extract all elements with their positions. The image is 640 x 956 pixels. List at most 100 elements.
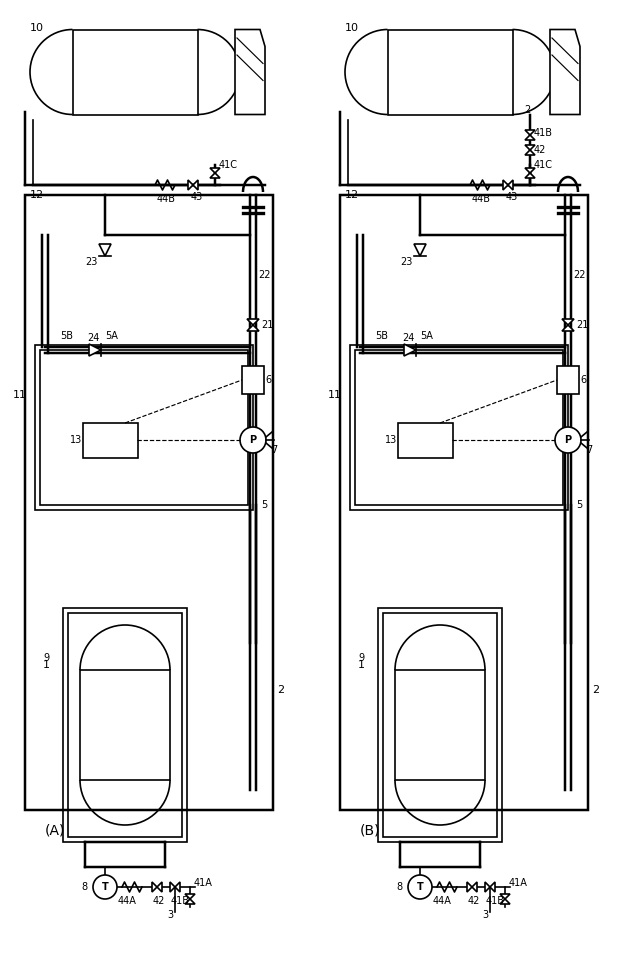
Text: 41B: 41B — [486, 896, 505, 906]
Polygon shape — [152, 882, 157, 892]
Text: 5A: 5A — [420, 331, 433, 341]
Polygon shape — [247, 319, 259, 325]
Text: 5: 5 — [576, 500, 582, 510]
Polygon shape — [404, 344, 416, 356]
Text: 43: 43 — [506, 192, 518, 202]
Polygon shape — [472, 882, 477, 892]
Bar — [387, 30, 513, 115]
Polygon shape — [525, 168, 535, 173]
Circle shape — [240, 427, 266, 453]
Text: 8: 8 — [81, 882, 87, 892]
Text: 41C: 41C — [534, 160, 553, 170]
Text: 41A: 41A — [509, 878, 528, 888]
Text: 13: 13 — [385, 435, 397, 445]
Text: 10: 10 — [30, 23, 44, 33]
Polygon shape — [157, 882, 162, 892]
Bar — [355, 350, 563, 505]
Bar — [80, 670, 170, 780]
Text: 7: 7 — [586, 445, 592, 455]
Text: 42: 42 — [468, 896, 481, 906]
Polygon shape — [525, 173, 535, 178]
Polygon shape — [193, 180, 198, 190]
Bar — [383, 613, 497, 837]
Text: 2: 2 — [592, 685, 599, 695]
Text: 42: 42 — [534, 145, 547, 155]
Text: 21: 21 — [261, 320, 273, 330]
Text: 9: 9 — [358, 653, 364, 663]
Text: 11: 11 — [13, 390, 27, 400]
Bar — [25, 195, 273, 810]
Polygon shape — [414, 244, 426, 256]
Polygon shape — [550, 30, 580, 115]
Text: 7: 7 — [271, 445, 277, 455]
Bar — [557, 366, 579, 394]
Polygon shape — [185, 899, 195, 904]
Bar — [242, 366, 264, 394]
Text: 42: 42 — [153, 896, 165, 906]
Text: P: P — [564, 435, 572, 445]
Polygon shape — [508, 180, 513, 190]
Text: 13: 13 — [70, 435, 83, 445]
Text: 44A: 44A — [118, 896, 137, 906]
Text: 1: 1 — [358, 660, 365, 670]
Polygon shape — [525, 145, 535, 150]
Bar — [397, 423, 452, 458]
Text: T: T — [102, 882, 108, 892]
Text: 24: 24 — [402, 333, 414, 343]
Text: 2: 2 — [524, 105, 531, 115]
Text: 5B: 5B — [60, 331, 73, 341]
Text: 43: 43 — [191, 192, 204, 202]
Polygon shape — [185, 894, 195, 899]
Bar — [395, 670, 485, 780]
Text: 41B: 41B — [534, 128, 553, 138]
Text: 6: 6 — [265, 375, 271, 385]
Bar — [83, 423, 138, 458]
Polygon shape — [525, 135, 535, 140]
Polygon shape — [210, 168, 220, 173]
Polygon shape — [562, 319, 574, 325]
Text: 23: 23 — [400, 257, 412, 267]
Polygon shape — [99, 244, 111, 256]
Polygon shape — [562, 325, 574, 331]
Text: 41C: 41C — [219, 160, 238, 170]
Polygon shape — [175, 882, 180, 892]
Text: 8: 8 — [396, 882, 402, 892]
Polygon shape — [503, 180, 508, 190]
Bar — [340, 195, 588, 810]
Text: 3: 3 — [167, 910, 173, 920]
Circle shape — [408, 875, 432, 899]
Bar — [40, 350, 248, 505]
Text: 44A: 44A — [433, 896, 452, 906]
Bar — [35, 345, 253, 510]
Polygon shape — [490, 882, 495, 892]
Text: (B): (B) — [360, 823, 381, 837]
Text: 12: 12 — [345, 190, 359, 200]
Bar — [63, 608, 187, 842]
Circle shape — [93, 875, 117, 899]
Text: 23: 23 — [85, 257, 97, 267]
Bar — [68, 613, 182, 837]
Polygon shape — [485, 882, 490, 892]
Polygon shape — [525, 130, 535, 135]
Circle shape — [555, 427, 581, 453]
Text: 1: 1 — [43, 660, 50, 670]
Text: 44B: 44B — [472, 194, 491, 204]
Text: 3: 3 — [482, 910, 488, 920]
Text: 41B: 41B — [171, 896, 190, 906]
Polygon shape — [525, 150, 535, 155]
Text: 12: 12 — [30, 190, 44, 200]
Bar — [72, 30, 198, 115]
Polygon shape — [170, 882, 175, 892]
Text: 2: 2 — [277, 685, 284, 695]
Bar — [378, 608, 502, 842]
Text: 44B: 44B — [157, 194, 176, 204]
Text: 6: 6 — [580, 375, 586, 385]
Polygon shape — [467, 882, 472, 892]
Polygon shape — [210, 173, 220, 178]
Text: 22: 22 — [258, 270, 271, 280]
Polygon shape — [500, 899, 510, 904]
Text: 9: 9 — [43, 653, 49, 663]
Text: 24: 24 — [87, 333, 99, 343]
Text: 10: 10 — [345, 23, 359, 33]
Text: 5: 5 — [261, 500, 268, 510]
